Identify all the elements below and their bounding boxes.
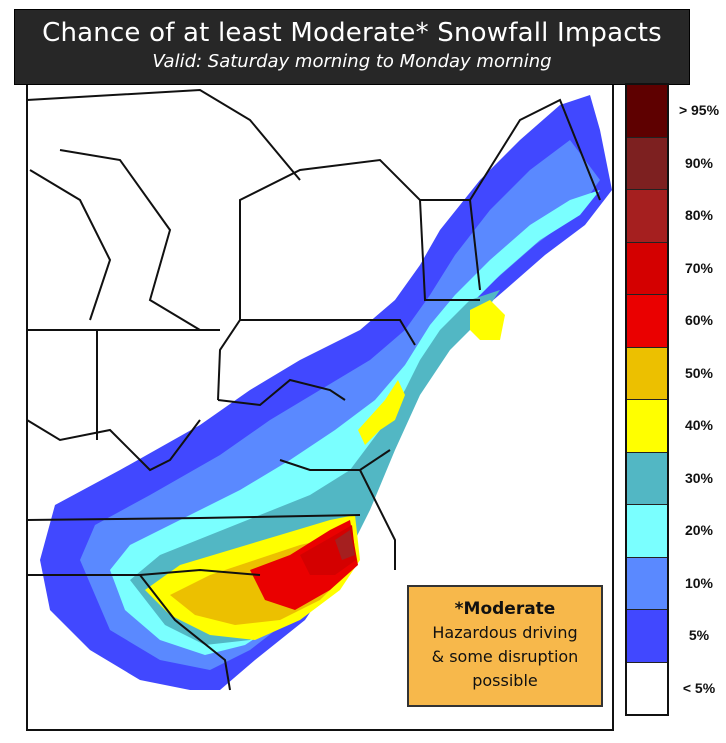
note-line: Hazardous driving: [432, 623, 578, 642]
legend-label: > 95%: [678, 102, 720, 118]
legend-swatch: [627, 190, 667, 243]
legend-label: 40%: [684, 417, 714, 433]
legend-label: 5%: [688, 627, 710, 643]
legend-swatch: [627, 137, 667, 190]
state-boundaries: [26, 88, 601, 691]
note-line: possible: [472, 671, 538, 690]
legend-label: 10%: [684, 574, 714, 591]
legend-swatch: [627, 85, 667, 138]
legend-label: 80%: [684, 207, 714, 223]
legend-swatch: [627, 400, 667, 453]
legend-label: 90%: [684, 154, 714, 171]
moderate-definition-box: *Moderate Hazardous driving & some disru…: [407, 585, 603, 707]
map-subtitle: Valid: Saturday morning to Monday mornin…: [152, 51, 552, 72]
legend-swatch: [627, 662, 667, 714]
band-40pct-delmarva: [358, 380, 405, 445]
note-line: & some disruption: [431, 647, 579, 666]
legend-swatch: [627, 452, 667, 505]
legend-label: 70%: [684, 259, 714, 276]
note-heading: *Moderate: [454, 599, 556, 619]
legend-label: < 5%: [682, 679, 716, 696]
band-40pct-ma: [470, 300, 505, 340]
band-80pct: [335, 530, 355, 560]
map-title: Chance of at least Moderate* Snowfall Im…: [42, 18, 662, 48]
legend-swatch: [627, 505, 667, 558]
legend-label: 20%: [684, 522, 714, 538]
legend-label: 30%: [684, 469, 714, 486]
header: Chance of at least Moderate* Snowfall Im…: [14, 9, 690, 85]
legend-swatch: [627, 295, 667, 348]
legend-swatch: [627, 347, 667, 400]
legend-swatch: [627, 610, 667, 663]
legend-swatch: [627, 557, 667, 610]
probability-shading: [40, 95, 612, 690]
color-legend: [625, 83, 669, 716]
legend-label: 50%: [684, 364, 714, 381]
legend-label: 60%: [684, 312, 714, 328]
legend-swatch: [627, 242, 667, 295]
